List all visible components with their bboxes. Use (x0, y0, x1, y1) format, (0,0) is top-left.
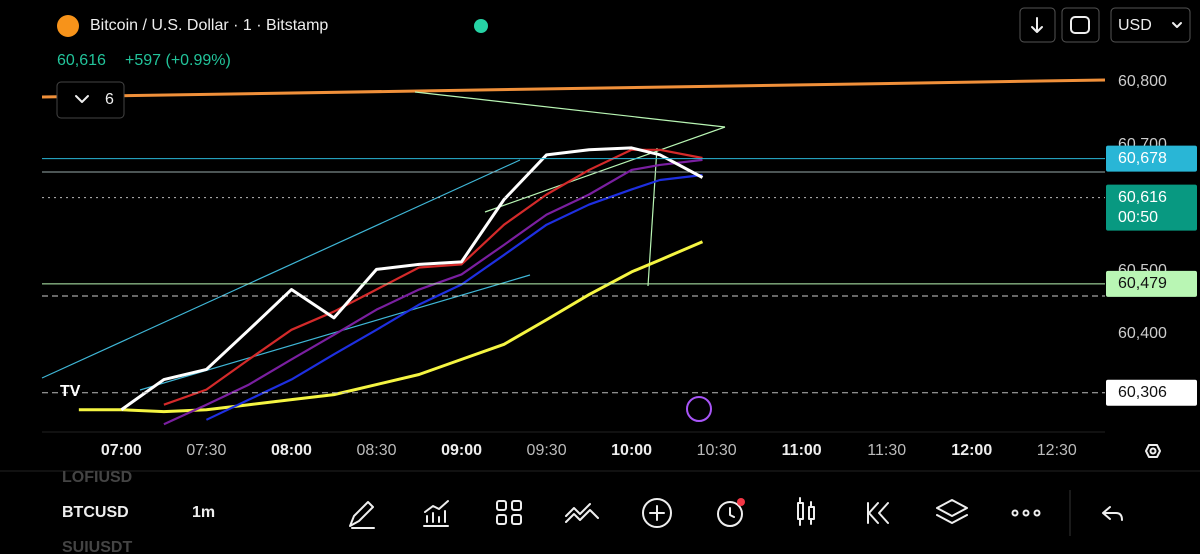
x-tick-label: 07:30 (186, 442, 226, 459)
x-tick-label: 09:30 (527, 442, 567, 459)
symbol-title: Bitcoin / U.S. Dollar · 1 · Bitstamp (90, 17, 328, 34)
ai-button[interactable] (686, 396, 712, 422)
objects-tool[interactable] (936, 499, 968, 524)
price-label-box (1106, 270, 1197, 297)
ma-line (120, 146, 704, 411)
indicators-toggle[interactable]: 6 (56, 81, 125, 119)
patterns-tool[interactable] (565, 503, 599, 523)
x-tick-label: 09:00 (441, 442, 482, 459)
fullscreen-button[interactable] (1061, 7, 1100, 43)
ma-line (163, 158, 703, 426)
price-label-box (1106, 379, 1197, 406)
interval[interactable]: 1m (192, 504, 215, 521)
x-tick-label: 08:30 (356, 442, 396, 459)
symbol-current[interactable]: BTCUSD (62, 504, 129, 521)
channel-line (41, 159, 521, 379)
symbol-next[interactable]: SUIUSDT (62, 539, 132, 554)
price-label: 60,306 (1118, 384, 1167, 401)
price-change: +597 (+0.99%) (125, 52, 231, 69)
indicator-count: 6 (105, 91, 114, 108)
scroll-button[interactable] (1019, 7, 1056, 43)
last-price: 60,616 (57, 52, 106, 69)
y-tick-label: 60,400 (1118, 325, 1167, 342)
x-tick-label: 10:30 (697, 442, 737, 459)
price-label-box (1106, 184, 1197, 231)
triangle-line (484, 126, 726, 213)
back-button[interactable] (1102, 506, 1123, 521)
currency: USD (1118, 17, 1152, 34)
chart-type-tool[interactable] (797, 497, 815, 526)
ma-line (163, 148, 703, 406)
currency-select[interactable]: USD (1110, 7, 1191, 43)
x-tick-label: 12:00 (951, 442, 992, 459)
x-tick-label: 10:00 (611, 442, 652, 459)
price-label-box (1106, 145, 1197, 172)
ma-line (78, 240, 704, 414)
countdown: 00:50 (1118, 209, 1158, 226)
price-label: 60,616 (1118, 189, 1167, 206)
plot (41, 78, 1106, 426)
symbol-prev[interactable]: LOFIUSD (62, 469, 132, 486)
x-tick-label: 08:00 (271, 442, 312, 459)
add-tool[interactable] (642, 498, 672, 528)
x-tick-label: 07:00 (101, 442, 142, 459)
x-tick-label: 11:30 (867, 442, 906, 459)
more-tool[interactable] (1011, 509, 1041, 517)
logo: TV (60, 383, 81, 400)
alerts-tool[interactable] (717, 498, 745, 527)
layouts-tool[interactable] (496, 500, 522, 525)
indicators-tool[interactable] (423, 500, 449, 527)
replay-tool[interactable] (867, 502, 889, 524)
trend-line (41, 78, 1106, 99)
x-tick-label: 12:30 (1037, 442, 1077, 459)
draw-tool[interactable] (349, 501, 375, 529)
price-label: 60,678 (1118, 150, 1167, 167)
x-tick-label: 11:00 (782, 442, 822, 459)
y-tick-label: 60,800 (1118, 73, 1167, 90)
price-label: 60,479 (1118, 275, 1167, 292)
bitcoin-icon (57, 15, 79, 37)
triangle-line (414, 91, 726, 128)
ma-line (205, 173, 703, 421)
settings-icon[interactable] (1145, 444, 1161, 458)
market-status (474, 19, 488, 33)
